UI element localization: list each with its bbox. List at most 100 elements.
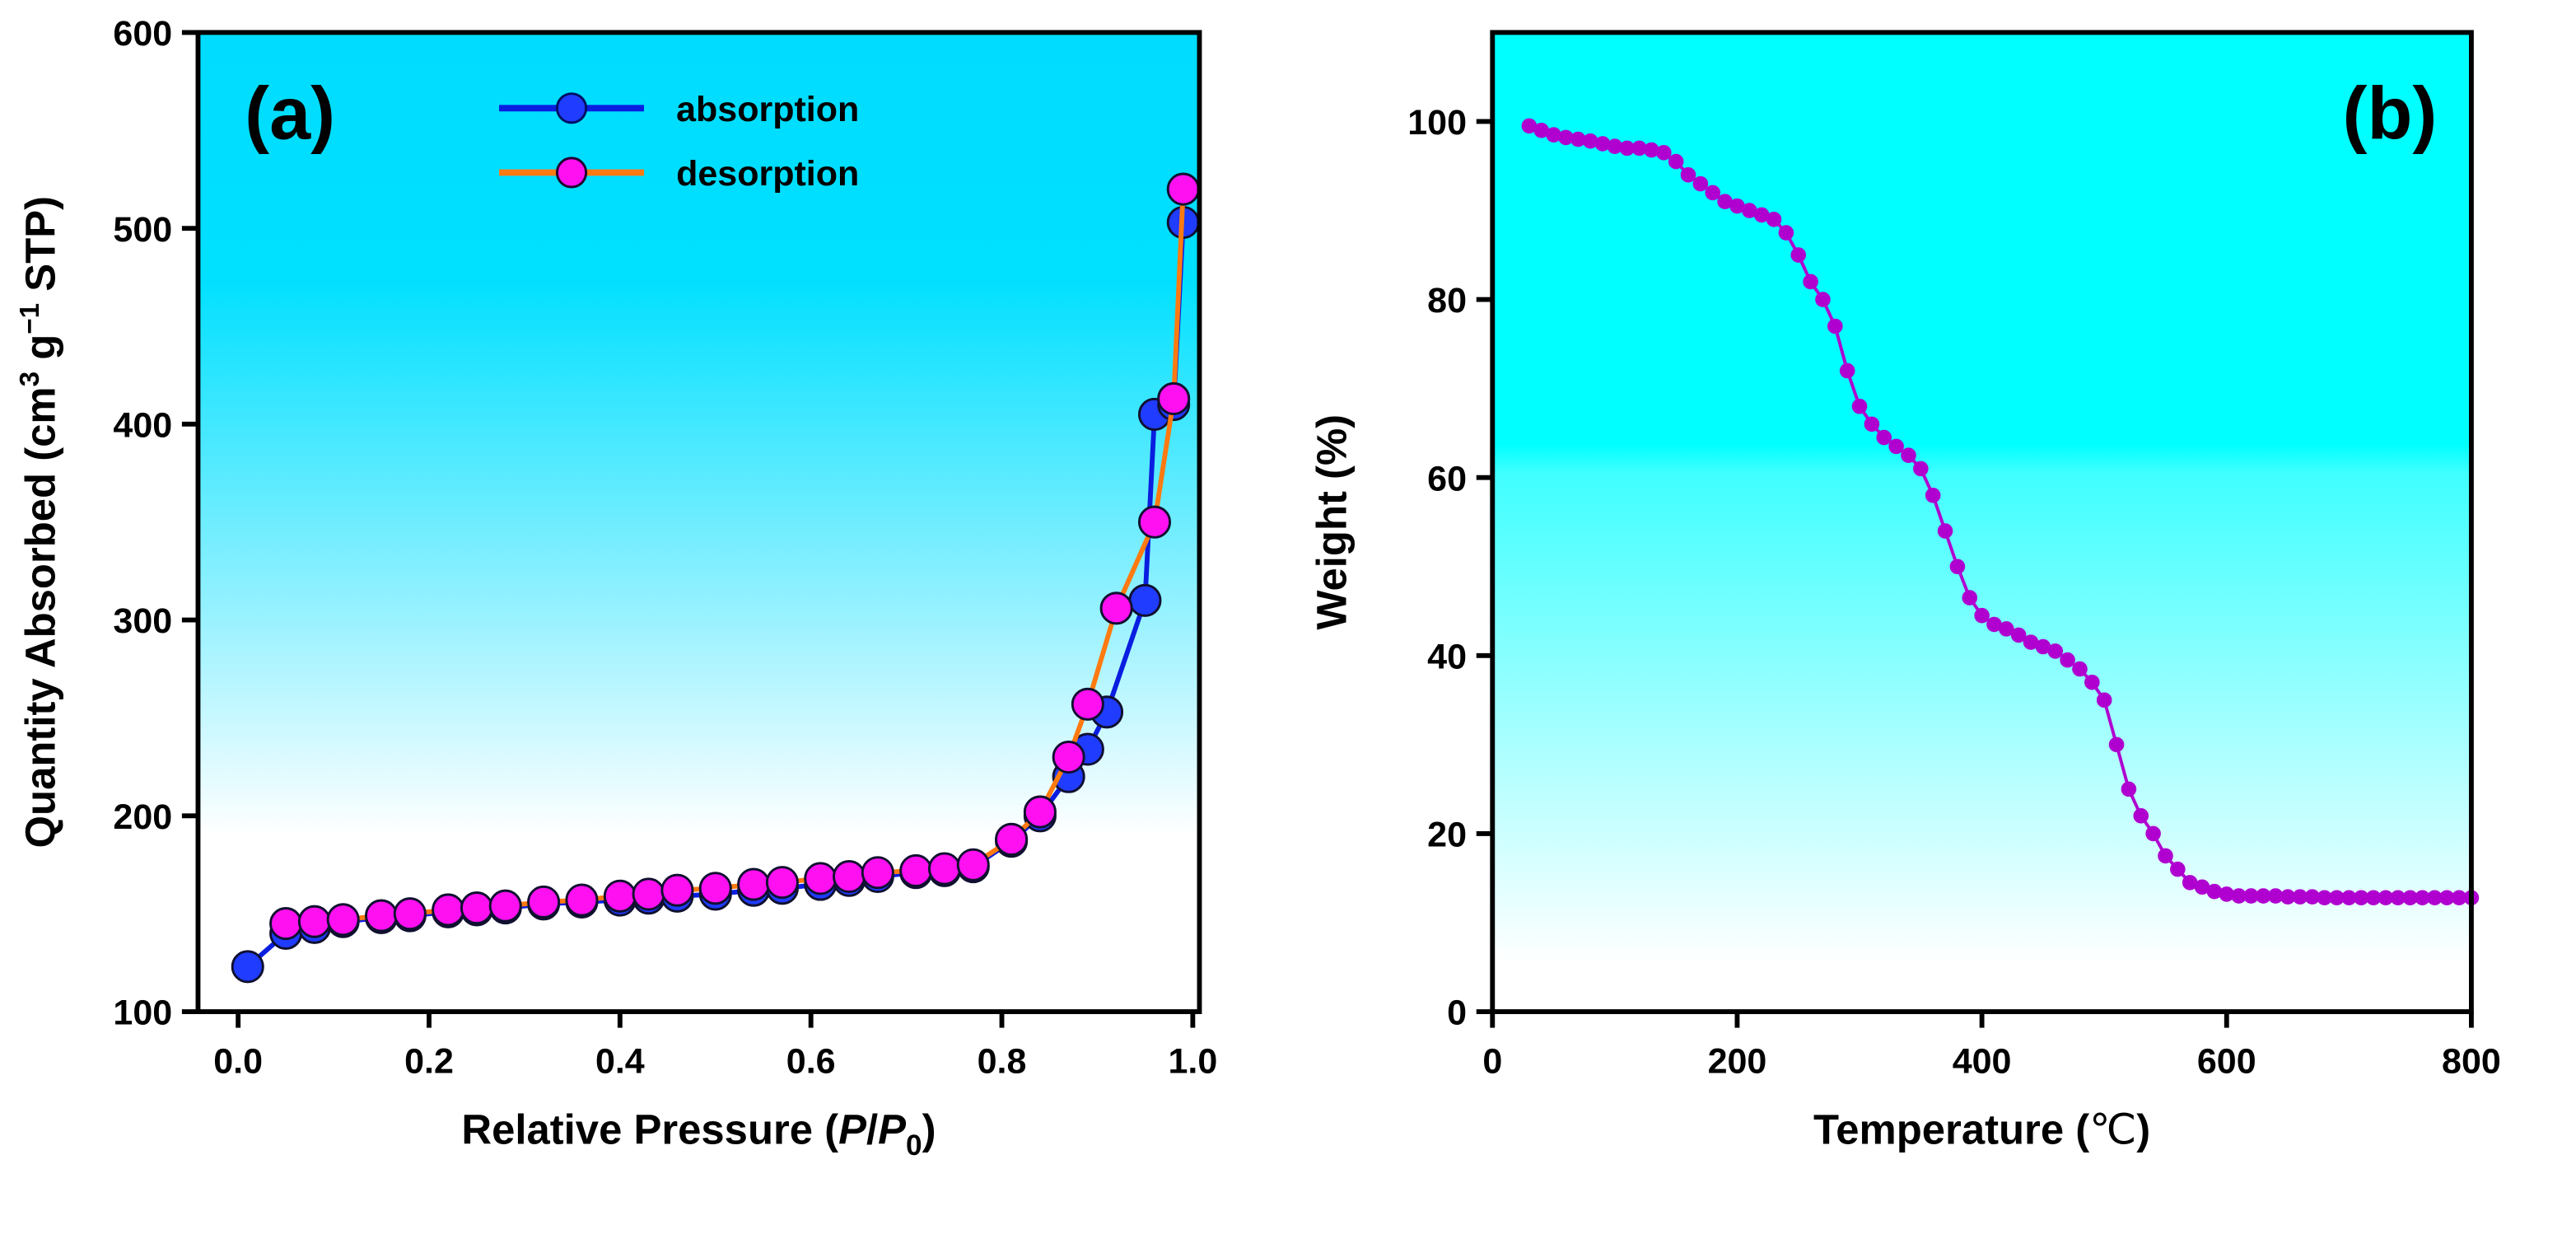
x-tick-label: 400 (1953, 1041, 2012, 1081)
data-point-desorption (432, 893, 465, 927)
x-tick-label: 0.0 (213, 1041, 263, 1081)
data-point-TGA (1668, 153, 1684, 170)
y-tick-label: 100 (1407, 103, 1467, 143)
y-axis-label-b: Weight (%) (1308, 414, 1355, 630)
legend-marker-absorption (555, 92, 588, 124)
y-tick-label: 80 (1427, 281, 1467, 320)
plot-frame-a (195, 30, 1202, 1014)
x-tick-label: 0.4 (595, 1041, 645, 1081)
data-point-TGA (1901, 447, 1916, 463)
legend-marker-desorption (555, 157, 588, 189)
x-axis-label-b: Temperature (℃) (1813, 1106, 2150, 1153)
plot-area-a (198, 32, 1200, 1012)
legend-label-absorption: absorption (676, 90, 859, 129)
data-point-desorption (861, 856, 894, 890)
x-tick-label: 600 (2197, 1041, 2256, 1081)
data-point-TGA (2108, 736, 2125, 753)
data-point-TGA (1705, 185, 1721, 201)
data-point-desorption (460, 891, 493, 925)
legend: absorption desorption (499, 90, 859, 194)
y-tick-label: 500 (113, 210, 172, 250)
data-point-desorption (269, 907, 303, 941)
data-point-TGA (2121, 781, 2137, 797)
y-tick-label: 300 (113, 601, 172, 641)
x-tick-label: 800 (2442, 1041, 2501, 1081)
data-point-desorption (326, 903, 360, 937)
data-point-desorption (527, 885, 561, 919)
data-point-TGA (1876, 429, 1892, 446)
panel-label-b: (b) (2343, 72, 2438, 155)
data-point-desorption (297, 905, 331, 938)
data-point-desorption (1071, 687, 1104, 721)
y-tick-label: 600 (113, 14, 172, 54)
panel-b: 0 200 400 600 800 0 20 40 60 80 100 (b) Temperatur… (1308, 30, 2501, 1153)
data-point-TGA (1839, 362, 1855, 379)
data-point-TGA (1778, 225, 1794, 241)
data-point-TGA (1925, 488, 1941, 503)
y-tick-label: 200 (113, 797, 172, 837)
data-point-TGA (1999, 621, 2014, 637)
data-point-desorption (660, 873, 694, 907)
data-point-TGA (1656, 144, 1672, 161)
data-point-desorption (1023, 795, 1057, 829)
y-tick-label: 0 (1447, 994, 1467, 1033)
data-point-TGA (2170, 861, 2186, 877)
data-point-absorption (231, 950, 264, 984)
panel-a: 0.0 0.2 0.4 0.6 0.8 1.0 100 200 300 400 500 600 (a)… (15, 14, 1217, 1162)
data-point-TGA (1692, 175, 1709, 192)
y-tick-label: 100 (113, 994, 172, 1033)
data-point-desorption (698, 872, 732, 905)
panel-label-a: (a) (245, 72, 335, 155)
x-tick-label: 0.8 (978, 1041, 1027, 1081)
data-point-desorption (927, 852, 962, 886)
data-point-desorption (393, 897, 427, 931)
x-axis-label-a: Relative Pressure (P/P0) (461, 1106, 936, 1162)
data-point-TGA (1680, 167, 1696, 183)
plot-area-b (1492, 32, 2471, 1012)
y-axis-label-a: Quantity Absorbed (cm3 g−1 STP) (15, 196, 64, 849)
data-point-desorption (765, 866, 799, 900)
data-point-TGA (1766, 212, 1782, 227)
x-tick-label: 0 (1482, 1041, 1502, 1081)
data-point-TGA (1949, 559, 1966, 575)
data-point-desorption (1157, 381, 1191, 415)
data-point-TGA (1888, 438, 1904, 455)
legend-label-desorption: desorption (676, 154, 859, 194)
data-point-TGA (2010, 627, 2027, 643)
data-point-TGA (1851, 398, 1868, 414)
data-point-TGA (2084, 674, 2100, 690)
data-point-TGA (1864, 416, 1880, 432)
y-tick-label: 400 (113, 405, 172, 445)
data-point-desorption (899, 853, 933, 887)
data-point-absorption (1128, 583, 1162, 617)
data-point-desorption (995, 822, 1029, 856)
data-point-desorption (737, 867, 771, 901)
y-tick-label: 60 (1427, 459, 1467, 498)
data-point-TGA (1937, 523, 1953, 539)
data-point-desorption (603, 879, 637, 913)
x-tick-label: 1.0 (1168, 1041, 1217, 1081)
x-tick-label: 200 (1708, 1041, 1767, 1081)
data-point-desorption (1052, 740, 1085, 774)
data-point-desorption (632, 877, 665, 911)
data-point-desorption (956, 848, 990, 881)
y-tick-label: 40 (1427, 637, 1467, 676)
data-point-TGA (2133, 808, 2149, 824)
data-point-desorption (565, 883, 599, 917)
x-tick-label: 0.2 (404, 1041, 454, 1081)
data-point-TGA (2060, 652, 2075, 668)
data-point-desorption (488, 889, 522, 923)
data-point-TGA (1815, 292, 1831, 307)
data-point-desorption (1099, 591, 1133, 625)
data-point-TGA (2096, 692, 2112, 708)
data-point-desorption (364, 899, 399, 933)
y-tick-label: 20 (1427, 816, 1467, 855)
data-point-desorption (1166, 172, 1200, 206)
data-point-TGA (1962, 590, 1978, 605)
data-point-TGA (2047, 643, 2064, 659)
data-point-TGA (1827, 318, 1843, 334)
data-point-TGA (1790, 247, 1807, 263)
data-point-TGA (2072, 661, 2088, 677)
data-point-TGA (1803, 274, 1818, 290)
